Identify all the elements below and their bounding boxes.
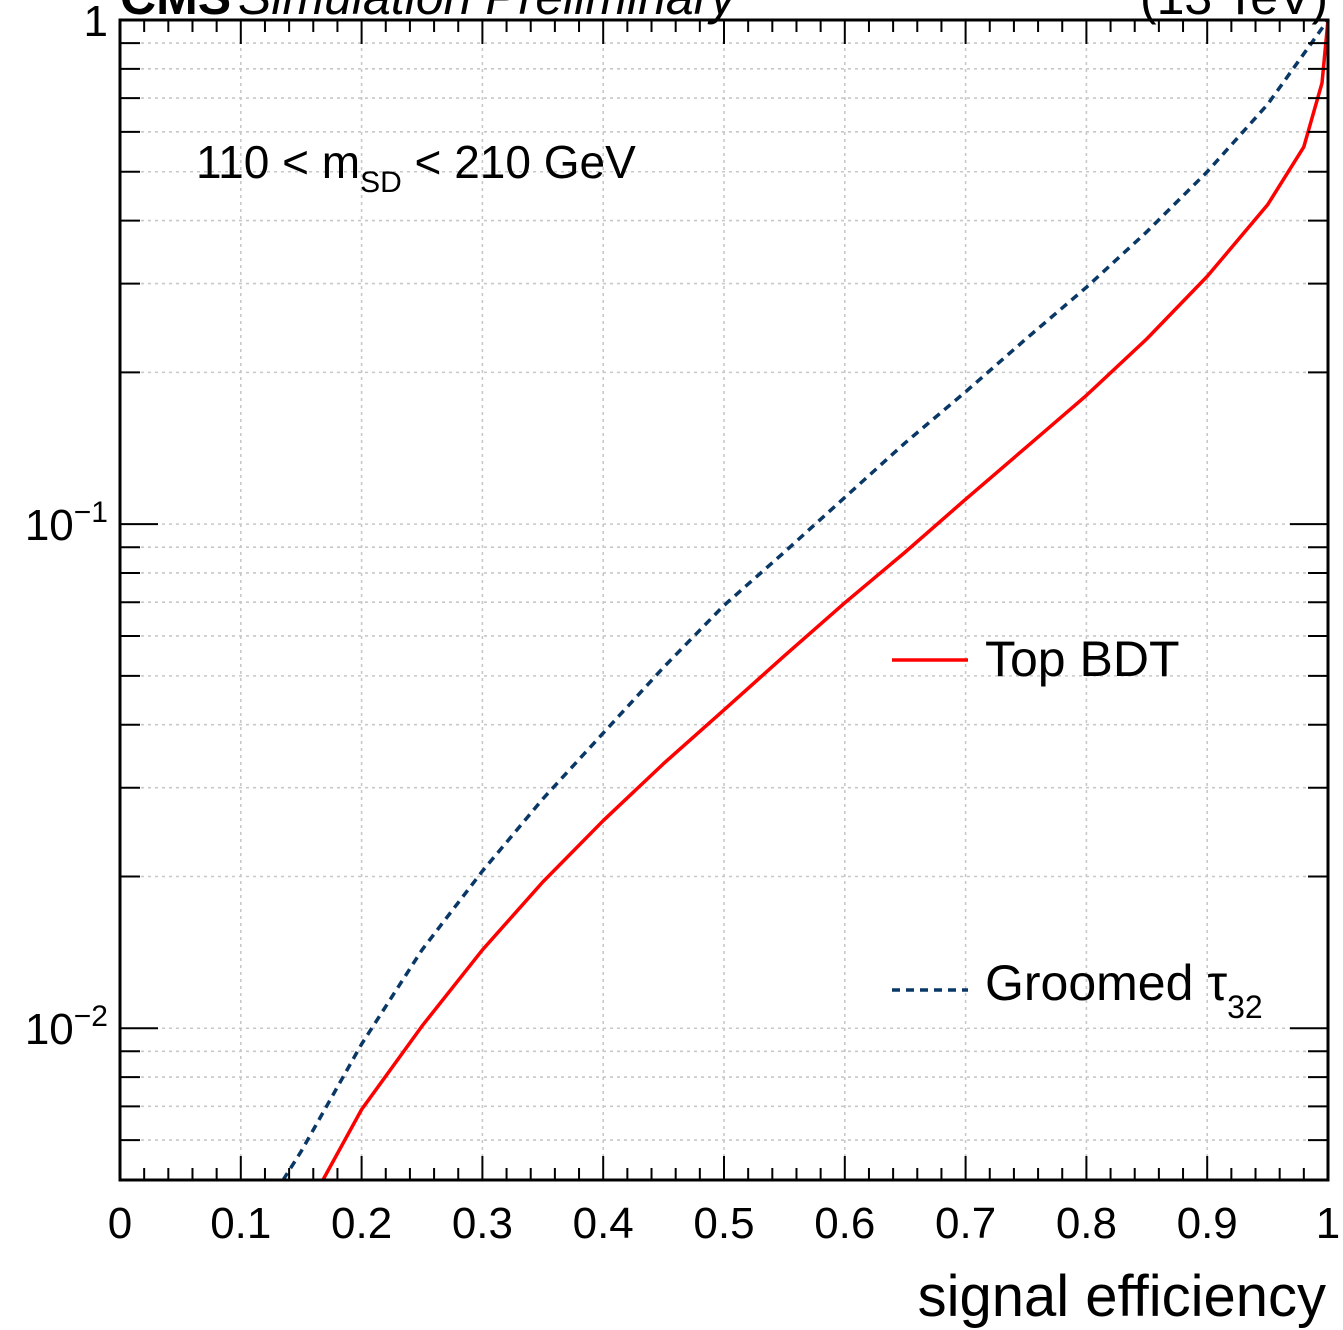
- tick-marks: [119, 20, 1329, 1181]
- y-tick-label-base: 1: [84, 0, 108, 46]
- x-tick-label: 0.7: [935, 1199, 996, 1248]
- x-tick-label: 0.3: [452, 1199, 513, 1248]
- x-tick-label: 0.4: [573, 1199, 634, 1248]
- x-tick-label: 0: [108, 1199, 132, 1248]
- y-tick-label-base: 10: [25, 1005, 74, 1054]
- legend-groomed-tau-text: Groomed τ: [985, 955, 1227, 1011]
- series-layer: [281, 18, 1330, 1181]
- y-tick-label: 10−1: [25, 496, 108, 550]
- mass-window-suffix: < 210 GeV: [402, 136, 636, 188]
- x-tick-label: 0.2: [331, 1199, 392, 1248]
- legend: Top BDT Groomed τ32: [892, 631, 1263, 1025]
- x-tick-label: 0.8: [1056, 1199, 1117, 1248]
- y-tick-label: 10−2: [25, 1000, 108, 1054]
- x-tick-label: 0.6: [814, 1199, 875, 1248]
- x-tick-label: 0.1: [210, 1199, 271, 1248]
- y-tick-label-exponent: −2: [74, 1000, 108, 1033]
- simulation-preliminary-label: Simulation Preliminary: [238, 0, 738, 25]
- y-tick-label-exponent: −1: [74, 496, 108, 529]
- legend-label-top-bdt: Top BDT: [985, 631, 1180, 687]
- cms-label: CMS: [120, 0, 231, 25]
- y-tick-label-base: 10: [25, 501, 74, 550]
- series-line-top-bdt: [321, 19, 1330, 1181]
- x-axis-title: signal efficiency: [918, 1264, 1326, 1329]
- mass-window-subscript: SD: [360, 166, 402, 199]
- x-tick-label: 0.9: [1177, 1199, 1238, 1248]
- legend-groomed-tau-subscript: 32: [1227, 989, 1263, 1025]
- x-tick-label: 1: [1316, 1199, 1340, 1248]
- x-tick-label: 0.5: [693, 1199, 754, 1248]
- series-line-groomed-tau32: [281, 18, 1330, 1181]
- mass-window-annotation: 110 < mSD < 210 GeV: [196, 136, 636, 199]
- legend-label-groomed-tau32: Groomed τ32: [985, 955, 1263, 1025]
- mass-window-prefix: 110 < m: [196, 136, 360, 188]
- energy-label: (13 TeV): [1140, 0, 1328, 25]
- y-tick-label: 1: [84, 0, 108, 46]
